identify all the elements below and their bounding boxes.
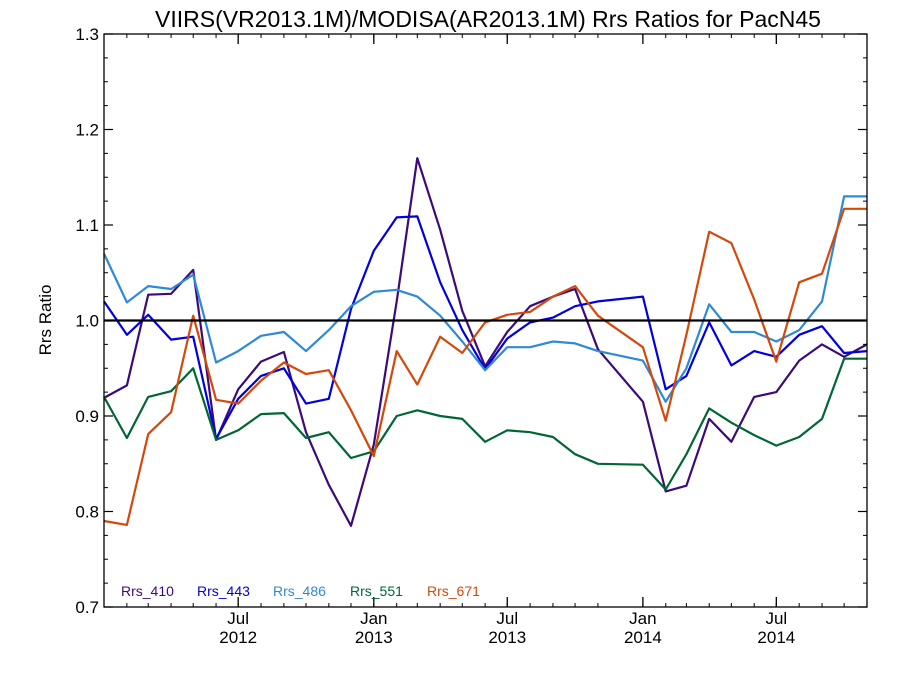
- x-tick-label-month: Jul: [496, 609, 518, 628]
- x-tick-label-year: 2012: [219, 628, 257, 647]
- y-tick-label: 0.9: [75, 407, 99, 426]
- x-tick-label-month: Jul: [765, 609, 787, 628]
- x-tick-label-month: Jan: [629, 609, 656, 628]
- series-line-rrs-671: [103, 207, 867, 527]
- y-axis-label: Rrs Ratio: [36, 285, 55, 356]
- legend-entry-rrs-443: Rrs_443: [197, 583, 250, 599]
- y-tick-label: 1.0: [75, 312, 99, 331]
- y-tick-label: 0.8: [75, 503, 99, 522]
- x-tick-label-year: 2014: [624, 628, 662, 647]
- x-tick-label-year: 2013: [488, 628, 526, 647]
- axes-layer: 0.70.80.91.01.11.21.3Jul2012Jan2013Jul20…: [75, 25, 868, 647]
- series-line-rrs-443: [103, 215, 868, 440]
- legend-entry-rrs-671: Rrs_671: [427, 583, 480, 599]
- series-line-rrs-551: [103, 357, 867, 491]
- series-layer: [103, 157, 868, 527]
- x-tick-label-year: 2014: [757, 628, 795, 647]
- y-tick-label: 0.7: [75, 598, 99, 617]
- x-tick-label-month: Jul: [227, 609, 249, 628]
- x-tick-label-year: 2013: [355, 628, 393, 647]
- y-tick-label: 1.1: [75, 216, 99, 235]
- legend-entry-rrs-410: Rrs_410: [121, 583, 174, 599]
- series-line-rrs-486: [103, 195, 867, 403]
- y-tick-label: 1.3: [75, 25, 99, 44]
- x-tick-label-month: Jan: [360, 609, 387, 628]
- series-line-rrs-410: [103, 157, 868, 527]
- y-tick-label: 1.2: [75, 121, 99, 140]
- chart-title: VIIRS(VR2013.1M)/MODISA(AR2013.1M) Rrs R…: [155, 6, 821, 32]
- legend-entry-rrs-486: Rrs_486: [273, 583, 326, 599]
- legend-entry-rrs-551: Rrs_551: [350, 583, 403, 599]
- legend: Rrs_410 Rrs_443 Rrs_486 Rrs_551 Rrs_671: [121, 583, 480, 599]
